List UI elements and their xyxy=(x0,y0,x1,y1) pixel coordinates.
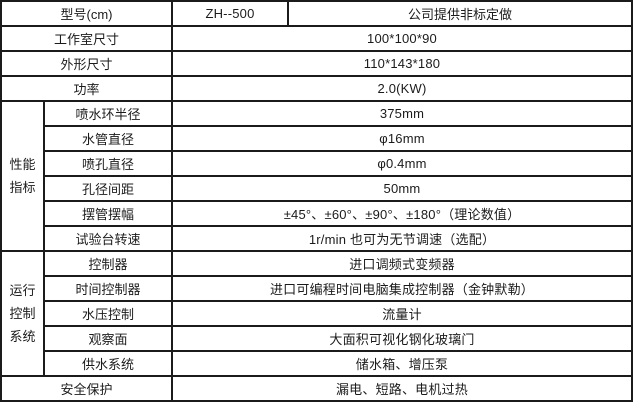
safety-label-cell: 安全保护 xyxy=(0,375,173,402)
group-label-line: 性能 xyxy=(9,157,36,172)
chamber-size-value-cell: 100*100*90 xyxy=(171,25,633,52)
control-group-label-cell: 运行 控制 系统 xyxy=(0,250,45,377)
water-pressure-value-cell: 流量计 xyxy=(171,300,633,327)
table-row: 摆管摆幅 ±45°、±60°、±90°、±180°（理论数值） xyxy=(1,200,633,227)
power-label-cell: 功率 xyxy=(0,75,173,102)
controller-label-cell: 控制器 xyxy=(43,250,173,277)
hole-spacing-label-cell: 孔径间距 xyxy=(43,175,173,202)
pipe-diameter-value-cell: φ16mm xyxy=(171,125,633,152)
table-row: 水管直径 φ16mm xyxy=(1,125,633,152)
water-supply-value-cell: 储水箱、增压泵 xyxy=(171,350,633,377)
water-supply-label-cell: 供水系统 xyxy=(43,350,173,377)
observation-window-label-cell: 观察面 xyxy=(43,325,173,352)
table-row: 观察面 大面积可视化钢化玻璃门 xyxy=(1,325,633,352)
swing-amplitude-label-cell: 摆管摆幅 xyxy=(43,200,173,227)
turntable-speed-value-cell: 1r/min 也可为无节调速（选配） xyxy=(171,225,633,252)
table-row: 性能 指标 喷水环半径 375mm xyxy=(0,100,633,252)
table-row: 孔径间距 50mm xyxy=(1,175,633,202)
outer-size-value-cell: 110*143*180 xyxy=(171,50,633,77)
observation-window-value-cell: 大面积可视化钢化玻璃门 xyxy=(171,325,633,352)
table-row: 型号(cm) ZH--500 公司提供非标定做 xyxy=(0,0,633,27)
hole-spacing-value-cell: 50mm xyxy=(171,175,633,202)
time-controller-label-cell: 时间控制器 xyxy=(43,275,173,302)
model-value-cell: ZH--500 xyxy=(171,0,289,27)
controller-value-cell: 进口调频式变频器 xyxy=(171,250,633,277)
table-row: 水压控制 流量计 xyxy=(1,300,633,327)
water-pressure-label-cell: 水压控制 xyxy=(43,300,173,327)
turntable-speed-label-cell: 试验台转速 xyxy=(43,225,173,252)
model-note-cell: 公司提供非标定做 xyxy=(287,0,633,27)
group-label-line: 指标 xyxy=(9,180,36,195)
table-row: 试验台转速 1r/min 也可为无节调速（选配） xyxy=(1,225,633,252)
pipe-diameter-label-cell: 水管直径 xyxy=(43,125,173,152)
performance-group-label-cell: 性能 指标 xyxy=(0,100,45,252)
spray-ring-radius-label-cell: 喷水环半径 xyxy=(43,100,173,127)
spray-ring-radius-value-cell: 375mm xyxy=(171,100,633,127)
model-label-cell: 型号(cm) xyxy=(0,0,173,27)
safety-value-cell: 漏电、短路、电机过热 xyxy=(171,375,633,402)
power-value-cell: 2.0(KW) xyxy=(171,75,633,102)
table-row: 运行 控制 系统 控制器 进口调频式变频器 xyxy=(0,250,633,377)
nozzle-diameter-label-cell: 喷孔直径 xyxy=(43,150,173,177)
outer-size-label-cell: 外形尺寸 xyxy=(0,50,173,77)
table-row: 喷孔直径 φ0.4mm xyxy=(1,150,633,177)
swing-amplitude-value-cell: ±45°、±60°、±90°、±180°（理论数值） xyxy=(171,200,633,227)
table-row: 功率 2.0(KW) xyxy=(0,75,633,102)
chamber-size-label-cell: 工作室尺寸 xyxy=(0,25,173,52)
table-row: 工作室尺寸 100*100*90 xyxy=(0,25,633,52)
time-controller-value-cell: 进口可编程时间电脑集成控制器（金钟默勒） xyxy=(171,275,633,302)
table-row: 时间控制器 进口可编程时间电脑集成控制器（金钟默勒） xyxy=(1,275,633,302)
table-row: 安全保护 漏电、短路、电机过热 xyxy=(0,375,633,402)
table-row: 外形尺寸 110*143*180 xyxy=(0,50,633,77)
group-label-line: 控制 xyxy=(9,306,36,321)
nozzle-diameter-value-cell: φ0.4mm xyxy=(171,150,633,177)
group-label-line: 系统 xyxy=(9,329,36,344)
table-row: 供水系统 储水箱、增压泵 xyxy=(1,350,633,377)
group-label-line: 运行 xyxy=(9,283,36,298)
